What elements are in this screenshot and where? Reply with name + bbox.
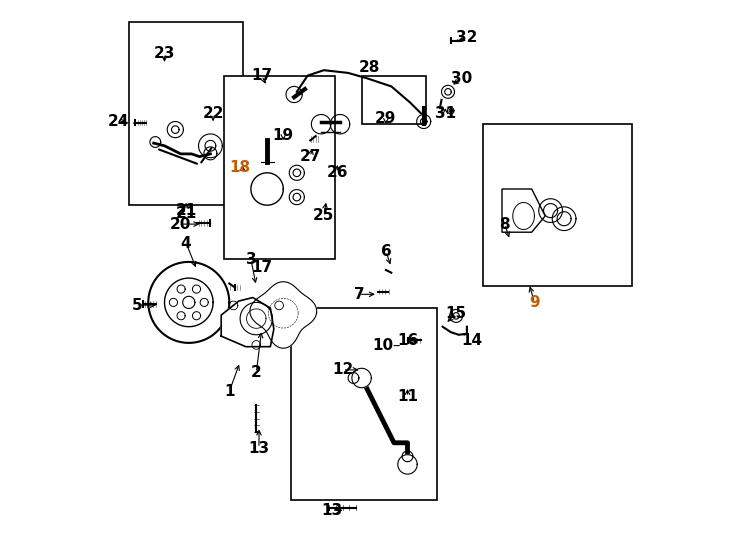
Polygon shape	[250, 282, 316, 348]
Polygon shape	[221, 298, 274, 347]
Text: 17: 17	[251, 68, 272, 83]
Text: 22: 22	[203, 106, 224, 121]
Text: 30: 30	[451, 71, 472, 86]
Text: 7: 7	[354, 287, 364, 302]
Text: 18: 18	[230, 160, 251, 175]
Text: 23: 23	[154, 46, 175, 62]
Bar	[362, 76, 426, 124]
Text: 31: 31	[435, 106, 456, 121]
Text: 14: 14	[462, 333, 483, 348]
Text: 6: 6	[380, 244, 391, 259]
Text: 21: 21	[175, 203, 197, 218]
Polygon shape	[398, 455, 417, 474]
Text: 21: 21	[175, 206, 197, 221]
Text: 15: 15	[446, 306, 467, 321]
Text: 5: 5	[132, 298, 143, 313]
Bar	[129, 22, 243, 205]
Text: 10: 10	[373, 338, 393, 353]
Text: 9: 9	[529, 295, 539, 310]
Text: 32: 32	[457, 30, 478, 45]
Text: 2: 2	[251, 365, 262, 380]
Text: 29: 29	[375, 111, 396, 126]
Text: 13: 13	[321, 503, 343, 518]
Bar	[483, 124, 631, 286]
Text: 17: 17	[251, 260, 272, 275]
Text: 11: 11	[397, 389, 418, 404]
Text: 3: 3	[246, 252, 256, 267]
Polygon shape	[352, 368, 371, 388]
Text: 28: 28	[359, 60, 380, 75]
Text: 8: 8	[499, 217, 510, 232]
Text: 13: 13	[248, 441, 269, 456]
Text: 27: 27	[299, 149, 321, 164]
Text: 4: 4	[181, 235, 192, 251]
Text: 20: 20	[170, 217, 192, 232]
Text: 1: 1	[224, 384, 235, 399]
Text: 19: 19	[273, 127, 294, 143]
Text: 24: 24	[108, 114, 129, 129]
Text: 26: 26	[327, 165, 348, 180]
Text: 25: 25	[313, 208, 335, 224]
Text: 12: 12	[332, 362, 353, 377]
Bar	[224, 76, 335, 259]
Text: 16: 16	[397, 333, 418, 348]
Bar	[291, 308, 437, 500]
